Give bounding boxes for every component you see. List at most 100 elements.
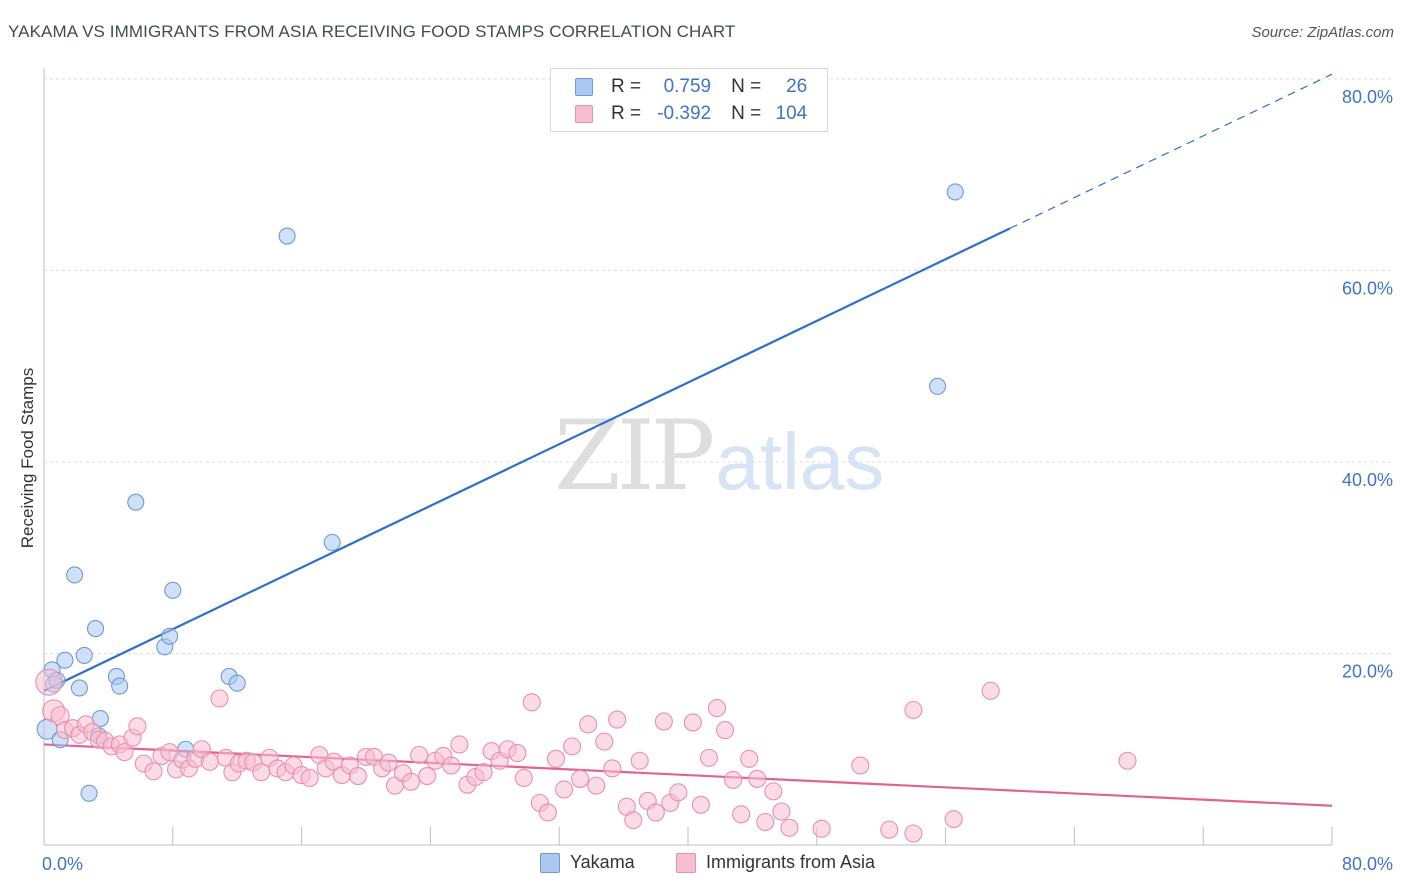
correlation-legend: R = 0.759 N = 26 R = -0.392 N = 104 (550, 68, 828, 132)
yakama-point (111, 677, 129, 695)
series-legend-swatch-yakama (540, 852, 560, 873)
legend-n-value: 104 (775, 103, 808, 124)
immigrants-asia-point (740, 749, 759, 768)
immigrants-asia-point (764, 782, 783, 801)
immigrants-asia-point (624, 811, 643, 830)
yakama-point (161, 627, 179, 645)
immigrants-asia-point (756, 812, 775, 832)
immigrants-asia-point (210, 689, 229, 708)
trend-lines (43, 73, 1333, 807)
immigrants-asia-point (669, 783, 688, 802)
chart-source: Source: ZipAtlas.com (1251, 24, 1394, 41)
immigrants-asia-point (115, 743, 134, 762)
immigrants-asia-point (748, 769, 767, 788)
legend-swatch-yakama (575, 78, 593, 96)
immigrants-asia-point (128, 717, 147, 736)
yakama-point (278, 227, 296, 245)
immigrants-asia-point (442, 756, 461, 775)
immigrants-asia-point (402, 772, 421, 791)
yakama-trend-line (43, 227, 1011, 692)
legend-r-label: R = (611, 103, 642, 124)
immigrants-asia-point (546, 749, 566, 768)
grid-lines (44, 78, 1392, 654)
data-points (35, 183, 1137, 843)
yakama-point (75, 646, 93, 664)
yakama-point (56, 651, 74, 669)
immigrants-asia-point (538, 803, 557, 822)
immigrants-asia-point (200, 752, 219, 771)
immigrants-asia-point (772, 802, 791, 821)
immigrants-asia-point (579, 715, 598, 734)
legend-r-label: R = (611, 76, 642, 97)
tick-labels: 20.0% 40.0% 60.0% 80.0% 0.0% 80.0% (42, 87, 1393, 874)
legend-n-value: 26 (786, 76, 808, 97)
yakama-point (86, 620, 105, 638)
yakama-point (323, 533, 341, 551)
immigrants-asia-point (715, 721, 735, 740)
immigrants-asia-point (587, 776, 606, 795)
immigrants-asia-point (683, 713, 702, 732)
immigrants-asia-point (514, 768, 533, 788)
immigrants-asia-point (563, 737, 582, 756)
immigrants-asia-point (707, 699, 727, 718)
immigrants-asia-point (904, 700, 923, 720)
immigrants-asia-point (851, 756, 870, 775)
series-legend: Yakama Immigrants from Asia (0, 852, 1406, 876)
series-legend-yakama: Yakama (540, 852, 635, 873)
x-tick-label: 0.0% (42, 854, 83, 874)
immigrants-asia-point (508, 744, 527, 763)
immigrants-asia-point (410, 745, 429, 765)
yakama-trend-extension (1009, 73, 1333, 229)
immigrants-asia-point (699, 748, 718, 767)
immigrants-asia-trend-line (43, 743, 1333, 807)
legend-row-yakama: R = 0.759 N = 26 (575, 75, 807, 99)
immigrants-asia-point (603, 759, 622, 778)
y-tick-label: 80.0% (1342, 87, 1393, 107)
immigrants-asia-point (812, 819, 831, 838)
yakama-point (66, 566, 84, 584)
y-tick-label: 60.0% (1342, 279, 1393, 299)
immigrants-asia-point (379, 753, 398, 772)
immigrants-asia-point (595, 732, 614, 751)
immigrants-asia-point (780, 818, 799, 837)
immigrants-asia-point (691, 795, 710, 814)
immigrants-asia-point (724, 770, 743, 789)
y-tick-label: 40.0% (1342, 470, 1393, 490)
immigrants-asia-point (646, 803, 665, 822)
yakama-point (228, 674, 246, 692)
immigrants-asia-point (880, 820, 899, 839)
legend-n-label: N = (731, 103, 762, 124)
immigrants-asia-point (35, 668, 63, 696)
yakama-point (70, 679, 88, 697)
yakama-point (946, 183, 964, 201)
immigrants-asia-point (732, 805, 751, 824)
immigrants-asia-point (608, 710, 627, 729)
immigrants-asia-point (944, 810, 963, 829)
y-axis-label: Receiving Food Stamps (18, 368, 37, 548)
legend-r-value: -0.392 (657, 103, 712, 124)
yakama-point (80, 784, 98, 802)
series-legend-immigrants-asia: Immigrants from Asia (676, 852, 875, 873)
legend-n-label: N = (731, 76, 762, 97)
chart-title: YAKAMA VS IMMIGRANTS FROM ASIA RECEIVING… (8, 22, 736, 41)
immigrants-asia-point (554, 780, 574, 799)
immigrants-asia-point (144, 762, 163, 781)
series-legend-swatch-immigrants-asia (676, 852, 696, 873)
series-legend-label-immigrants-asia: Immigrants from Asia (706, 852, 876, 872)
immigrants-asia-point (522, 693, 541, 712)
yakama-point (164, 581, 182, 599)
immigrants-asia-point (450, 735, 469, 754)
immigrants-asia-point (474, 763, 493, 782)
legend-r-value: 0.759 (663, 76, 712, 97)
legend-swatch-immigrants-asia (575, 105, 593, 123)
x-tick-label: 80.0% (1342, 854, 1393, 874)
immigrants-asia-point (1118, 751, 1137, 770)
immigrants-asia-point (348, 767, 368, 786)
immigrants-asia-point (904, 824, 923, 843)
legend-row-immigrants-asia: R = -0.392 N = 104 (575, 102, 807, 126)
y-tick-label: 20.0% (1342, 662, 1393, 682)
immigrants-asia-point (571, 769, 590, 788)
yakama-point (928, 377, 947, 395)
immigrants-asia-point (630, 751, 649, 770)
